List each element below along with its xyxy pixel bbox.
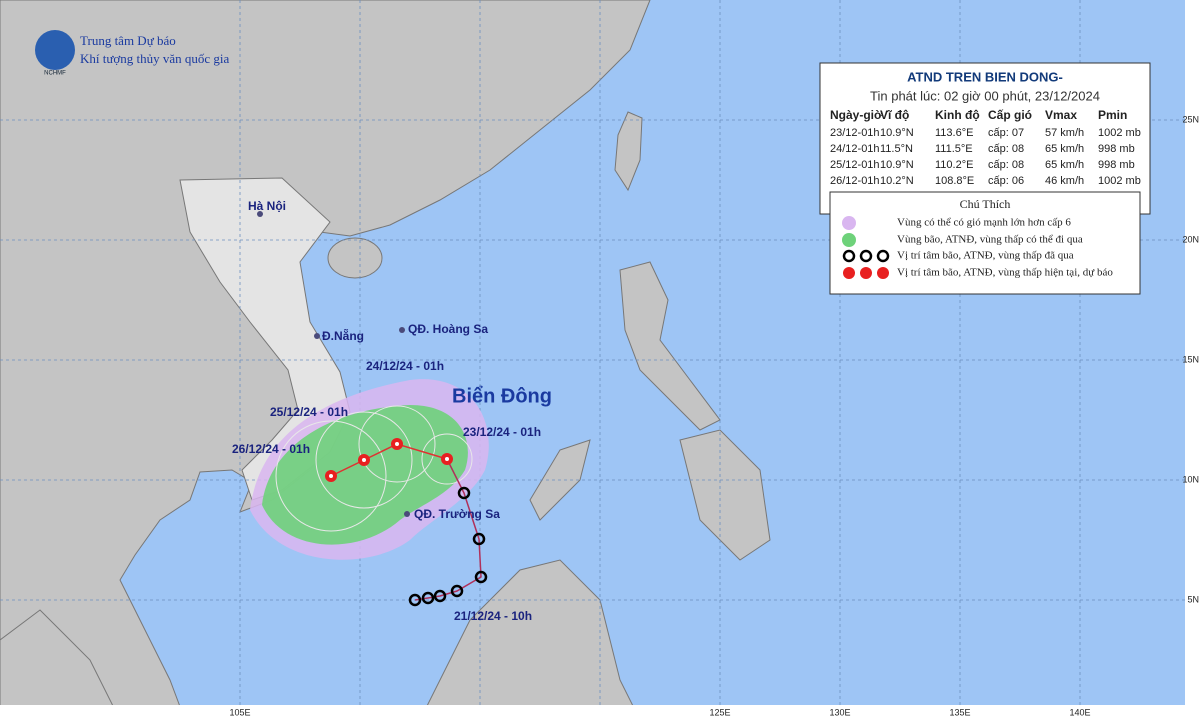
table-cell: 46 km/h — [1045, 175, 1084, 187]
forecast-positions — [325, 438, 453, 482]
table-header: Vmax — [1045, 108, 1077, 122]
legend-item: Vị trí tâm bão, ATNĐ, vùng thấp đã qua — [897, 250, 1074, 262]
legend-swatch — [843, 267, 889, 279]
info-box: ATND TREN BIEN DONG- Tin phát lúc: 02 gi… — [819, 62, 1151, 215]
past-positions — [408, 486, 488, 607]
logo: NCHMF Trung tâm Dự báo Khí tượng thủy vă… — [35, 30, 230, 77]
table-cell: cấp: 08 — [988, 159, 1024, 171]
place-label: QĐ. Hoàng Sa — [408, 322, 488, 336]
table-cell: 1002 mb — [1098, 175, 1141, 187]
track-label: 26/12/24 - 01h — [232, 442, 310, 456]
table-cell: cấp: 07 — [988, 127, 1024, 139]
table-cell: 10.9°N — [880, 127, 914, 139]
lon-tick-label: 140E — [1069, 707, 1090, 717]
sea-label: Biển Đông — [452, 385, 552, 407]
place-label: Đ.Nẵng — [322, 328, 364, 343]
table-header: Ngày-giờ — [830, 108, 883, 122]
forecast-centers — [329, 442, 449, 478]
legend-item: Vị trí tâm bão, ATNĐ, vùng thấp hiện tại… — [897, 267, 1113, 279]
table-cell: 11.5°N — [880, 143, 913, 155]
table-cell: 111.5°E — [935, 143, 973, 155]
header-line: Khí tượng thủy văn quốc gia — [80, 51, 230, 66]
place-dot — [399, 327, 405, 333]
table-cell: 25/12-01h — [830, 159, 880, 171]
lon-tick-label: 125E — [709, 707, 730, 717]
header-line: Trung tâm Dự báo — [80, 33, 176, 48]
track-label: 21/12/24 - 10h — [454, 609, 532, 623]
legend-swatch — [842, 233, 856, 247]
table-header: Kinh độ — [935, 108, 980, 122]
info-title: ATND TREN BIEN DONG- — [907, 69, 1063, 84]
place-label: Hà Nội — [248, 199, 286, 213]
table-header: Cấp gió — [988, 108, 1032, 122]
legend-item: Vùng có thể có gió mạnh lớn hơn cấp 6 — [897, 217, 1071, 229]
lat-tick-label: 5N — [1187, 594, 1199, 604]
storm-cone — [262, 405, 468, 545]
lat-tick-label: 25N — [1182, 114, 1199, 124]
place-dot — [257, 211, 263, 217]
legend-swatch — [842, 249, 890, 263]
axis-band — [1185, 0, 1200, 720]
table-cell: 10.2°N — [880, 175, 914, 187]
table-cell: 998 mb — [1098, 159, 1135, 171]
lat-tick-label: 20N — [1182, 234, 1199, 244]
legend-title: Chú Thích — [960, 197, 1011, 211]
table-cell: 65 km/h — [1045, 159, 1084, 171]
lon-tick-label: 105E — [229, 707, 250, 717]
table-cell: cấp: 08 — [988, 143, 1024, 155]
table-cell: cấp: 06 — [988, 175, 1024, 187]
track-label: 23/12/24 - 01h — [463, 425, 541, 439]
table-cell: 10.9°N — [880, 159, 914, 171]
legend: Chú Thích Vùng có thể có gió mạnh lớn hơ… — [829, 191, 1141, 295]
track-label: 25/12/24 - 01h — [270, 405, 348, 419]
legend-swatch — [842, 216, 856, 230]
axis-band — [0, 705, 1200, 720]
table-cell: 24/12-01h — [830, 143, 880, 155]
table-cell: 26/12-01h — [830, 175, 880, 187]
table-cell: 998 mb — [1098, 143, 1135, 155]
past-track — [414, 458, 482, 601]
forecast-track — [330, 443, 448, 477]
table-cell: 110.2°E — [935, 159, 973, 171]
legend-items: Vùng có thể có gió mạnh lớn hơn cấp 6 Vùn… — [897, 217, 1113, 279]
track-label: 24/12/24 - 01h — [366, 359, 444, 373]
table-cell: 1002 mb — [1098, 127, 1141, 139]
place-label: QĐ. Trường Sa — [414, 507, 500, 521]
table-cell: 65 km/h — [1045, 143, 1084, 155]
table-cell: 57 km/h — [1045, 127, 1084, 139]
place-dot — [404, 511, 410, 517]
table-cell: 113.6°E — [935, 127, 973, 139]
info-subtitle: Tin phát lúc: 02 giờ 00 phút, 23/12/2024 — [870, 88, 1100, 103]
lat-tick-label: 10N — [1182, 474, 1199, 484]
table-header: Vĩ độ — [880, 108, 909, 122]
place-dot — [314, 333, 320, 339]
forecast-circles — [275, 405, 473, 532]
logo-text: NCHMF — [44, 71, 66, 77]
lat-tick-label: 15N — [1182, 354, 1199, 364]
table-cell: 23/12-01h — [830, 127, 880, 139]
table-header: Pmin — [1098, 108, 1127, 122]
logo-mark — [35, 30, 75, 70]
table-cell: 108.8°E — [935, 175, 974, 187]
lon-tick-label: 130E — [829, 707, 850, 717]
legend-item: Vùng bão, ATNĐ, vùng thấp có thể đi qua — [897, 234, 1083, 246]
lon-tick-label: 135E — [949, 707, 970, 717]
